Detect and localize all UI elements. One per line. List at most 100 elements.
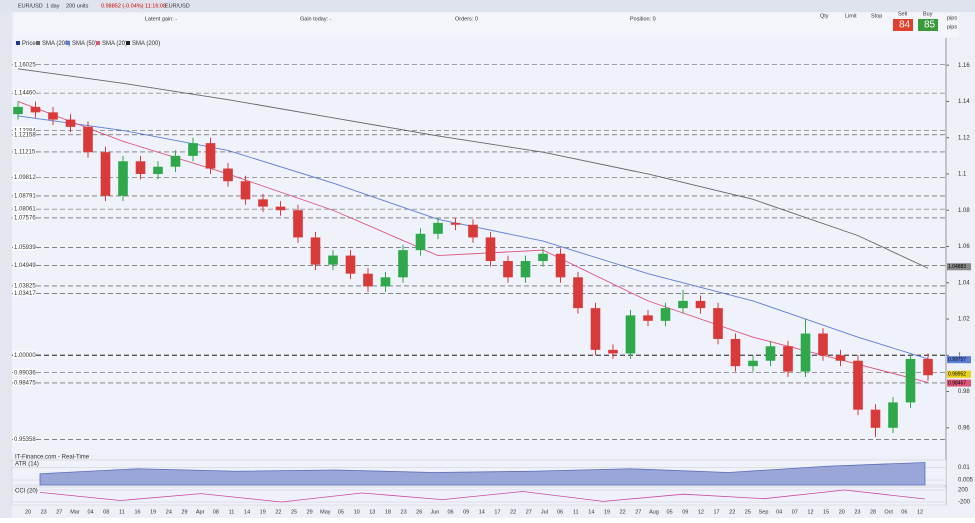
x-tick-label: 22 — [510, 509, 516, 515]
x-tick-label: 23 — [854, 509, 860, 515]
candle-body — [48, 112, 58, 120]
level-label: 1.08791 — [14, 193, 36, 199]
y-tick-label: 1.08 — [958, 208, 970, 214]
x-tick-label: 20 — [25, 509, 31, 515]
legend-label: SMA (50) — [72, 41, 97, 47]
x-tick-label: Apr — [196, 509, 205, 515]
cci-tick-label: -200 — [958, 500, 971, 506]
legend-label: Price — [22, 41, 36, 47]
candle-body — [835, 355, 846, 361]
level-label: 1.12158 — [14, 132, 36, 138]
x-tick-label: 17 — [713, 509, 719, 515]
candle-body — [205, 143, 216, 169]
candle-body — [433, 222, 443, 234]
x-tick-label: Sep — [759, 509, 769, 515]
x-tick-label: 12 — [807, 509, 813, 515]
x-tick-label: 19 — [260, 509, 266, 515]
buy-price[interactable]: 85 — [924, 20, 936, 31]
side-toolbar — [0, 12, 12, 518]
x-tick-label: 17 — [494, 509, 500, 515]
candle-body — [765, 346, 776, 361]
buy-button[interactable] — [918, 19, 938, 31]
level-label: 1.04949 — [14, 263, 36, 269]
x-tick-label: 09 — [682, 509, 688, 515]
x-tick-label: 22 — [620, 509, 626, 515]
x-tick-label: 04 — [88, 509, 94, 515]
level-label: 1.08061 — [14, 207, 36, 213]
price-tag-label: 0.99757 — [948, 357, 966, 363]
price-tag — [947, 356, 971, 364]
level-label: 0.99036 — [14, 370, 36, 376]
y-tick-label: 0.96 — [958, 425, 970, 431]
atr-tick-label: 0.01 — [958, 465, 970, 471]
x-tick-label: 19 — [150, 509, 156, 515]
sell-label[interactable]: Sell — [898, 11, 907, 17]
candle-body — [573, 277, 583, 309]
price-tag — [947, 379, 971, 387]
y-tick-label: 1.04 — [958, 280, 970, 286]
x-tick-label: 14 — [244, 509, 250, 515]
chart: Price SMA (200) SMA (50) SMA (20) SMA (200)1… — [11, 38, 974, 515]
symbol: EUR/USD — [165, 3, 190, 9]
legend-swatch — [66, 41, 70, 45]
candle-body — [13, 106, 23, 115]
candle-body — [520, 261, 531, 278]
level-label-bg — [13, 289, 35, 297]
x-tick-label: 09 — [463, 509, 469, 515]
quote: 0.98852 (-0.04%) 11:16:08 — [101, 3, 166, 9]
sell-button[interactable] — [893, 19, 913, 31]
candle-body — [188, 143, 198, 156]
level-label: 1.09812 — [14, 175, 36, 181]
units[interactable]: 200 units — [66, 3, 89, 9]
x-tick-label: 22 — [275, 509, 281, 515]
y-tick-label: 1.02 — [958, 317, 970, 323]
buy-label[interactable]: Buy — [923, 11, 933, 17]
candle-body — [713, 308, 723, 339]
x-tick-label: 11 — [573, 509, 579, 515]
candle-body — [83, 126, 93, 153]
x-tick-label: 18 — [385, 509, 391, 515]
level-label-bg — [13, 60, 35, 68]
sell-price[interactable]: 84 — [899, 20, 911, 31]
level-label-bg — [13, 378, 35, 386]
candle-body — [258, 199, 268, 207]
level-label-bg — [13, 351, 35, 359]
level-label: 1.03417 — [14, 291, 36, 297]
legend-label: SMA (20) — [102, 41, 127, 47]
cci-tick-label: 200 — [958, 488, 969, 494]
candle-body — [853, 360, 863, 410]
level-label: 1.16025 — [14, 62, 36, 68]
x-tick-label: 23 — [401, 509, 407, 515]
level-label-bg — [13, 89, 35, 97]
candle-body — [170, 155, 181, 167]
level-label-bg — [13, 205, 35, 213]
level-label: 0.98475 — [14, 381, 36, 387]
legend-swatch — [16, 41, 20, 45]
stop-label[interactable]: Stop — [871, 13, 882, 19]
candle-body — [905, 358, 916, 403]
atr-title: ATR (14) — [15, 462, 39, 468]
y-tick-label: 1.14 — [958, 99, 970, 105]
candle-body — [65, 119, 76, 127]
legend-label: SMA (200) — [42, 41, 70, 47]
x-tick-label: 24 — [166, 509, 172, 515]
candle-body — [30, 106, 41, 113]
candle-body — [888, 402, 898, 428]
candle-body — [538, 253, 548, 262]
legend-swatch — [96, 41, 100, 45]
legend-label: SMA (200) — [132, 41, 160, 47]
level-label: 1.00000 — [14, 353, 36, 359]
interval[interactable]: 1 day — [46, 3, 60, 9]
x-tick-label: 29 — [307, 509, 313, 515]
level-label-bg — [13, 435, 35, 443]
sma-line — [17, 68, 929, 269]
x-tick-label: 06 — [557, 509, 563, 515]
level-label: 1.05939 — [14, 245, 36, 251]
candle-body — [310, 237, 321, 265]
limit-label[interactable]: Limit — [845, 13, 857, 19]
x-tick-label: 06 — [901, 509, 907, 515]
instrument[interactable]: EUR/USD — [18, 3, 43, 9]
position: Position: 0 — [630, 16, 656, 22]
candle-body — [468, 224, 478, 238]
